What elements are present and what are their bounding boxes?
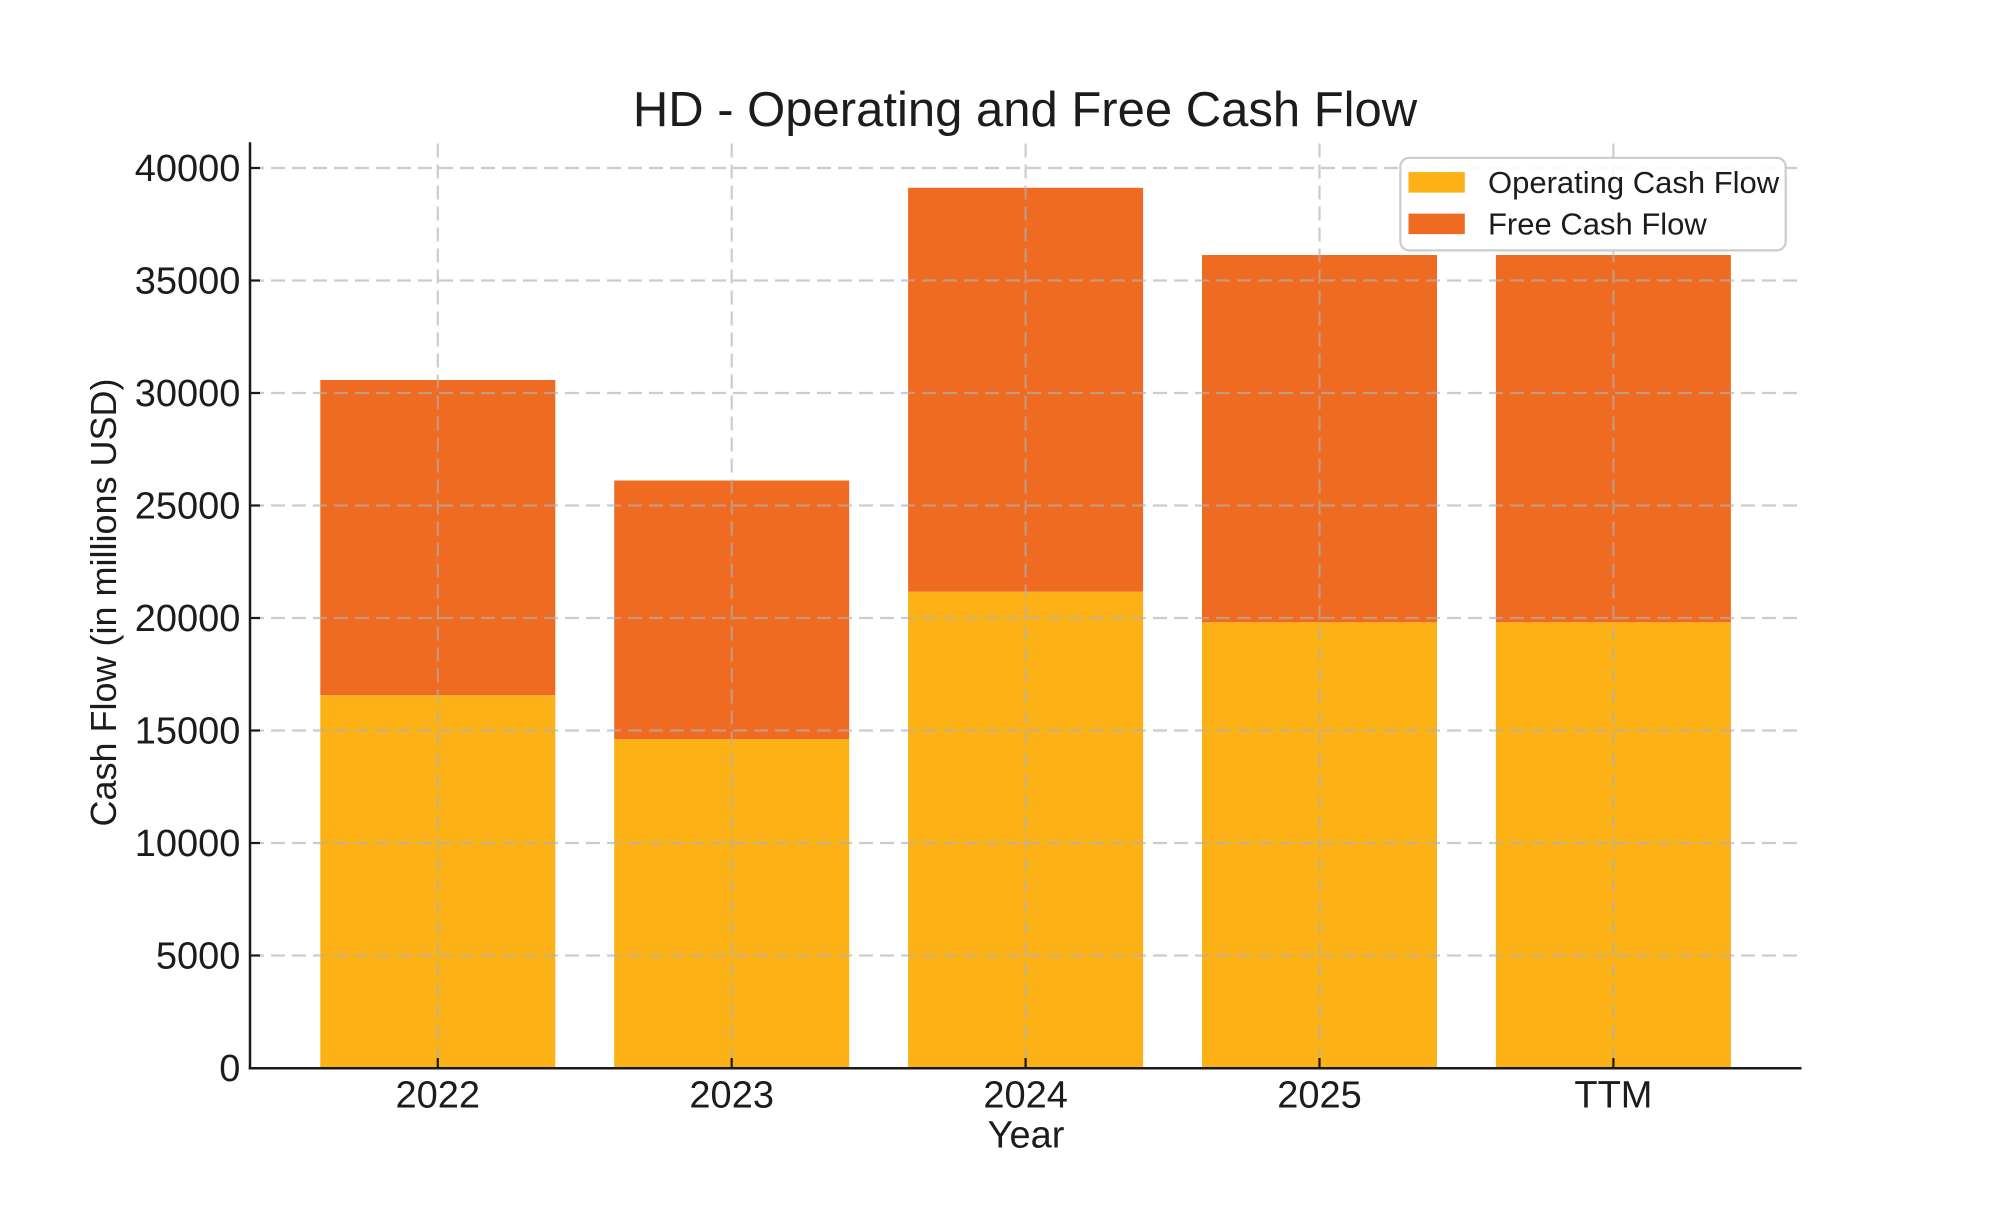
svg-text:Free Cash Flow: Free Cash Flow (1488, 207, 1707, 242)
svg-text:Cash Flow (in millions USD): Cash Flow (in millions USD) (83, 378, 124, 826)
svg-text:20000: 20000 (135, 598, 241, 640)
svg-text:15000: 15000 (135, 711, 241, 753)
svg-text:25000: 25000 (135, 486, 241, 528)
svg-text:5000: 5000 (156, 936, 241, 978)
svg-text:40000: 40000 (135, 148, 241, 190)
svg-text:2025: 2025 (1277, 1075, 1362, 1117)
svg-text:30000: 30000 (135, 373, 241, 415)
svg-text:2024: 2024 (983, 1075, 1068, 1117)
svg-text:2022: 2022 (396, 1075, 481, 1117)
svg-text:35000: 35000 (135, 261, 241, 303)
svg-text:10000: 10000 (135, 823, 241, 865)
svg-text:Year: Year (988, 1115, 1065, 1157)
svg-text:0: 0 (219, 1048, 240, 1090)
svg-text:2023: 2023 (689, 1075, 774, 1117)
svg-text:Operating Cash Flow: Operating Cash Flow (1488, 165, 1780, 200)
svg-text:HD - Operating and Free Cash F: HD - Operating and Free Cash Flow (633, 83, 1418, 137)
svg-text:TTM: TTM (1574, 1075, 1652, 1117)
